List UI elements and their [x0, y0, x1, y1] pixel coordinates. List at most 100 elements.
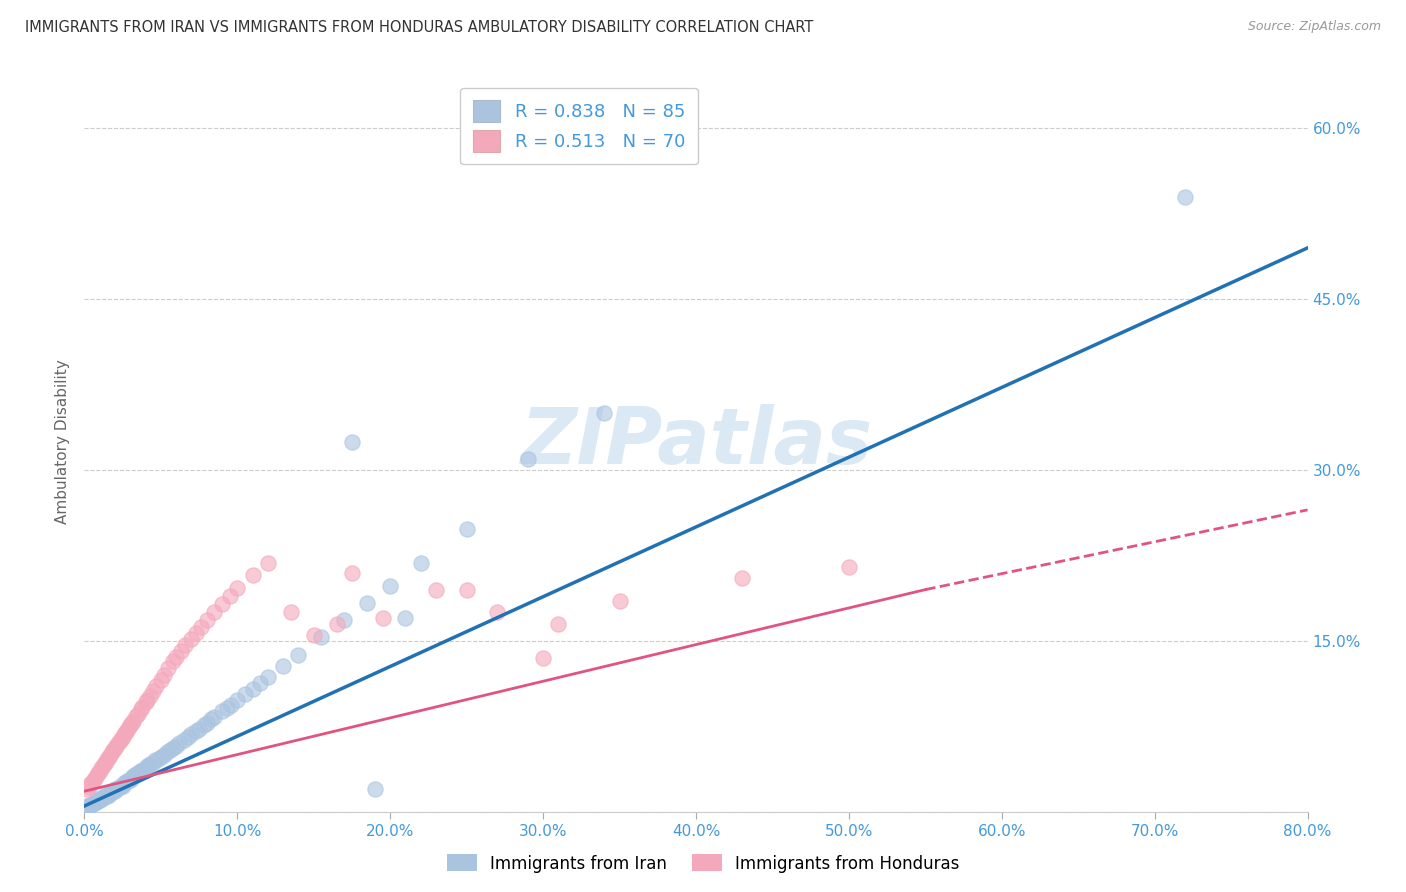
- Point: [547, 616, 569, 631]
- Point: [114, 775, 136, 789]
- Legend: Immigrants from Iran, Immigrants from Honduras: Immigrants from Iran, Immigrants from Ho…: [440, 847, 966, 880]
- Point: [131, 763, 153, 777]
- Point: [302, 628, 325, 642]
- Point: [138, 758, 160, 772]
- Point: [111, 730, 134, 744]
- Point: [531, 651, 554, 665]
- Point: [98, 747, 121, 762]
- Point: [184, 723, 207, 738]
- Point: [112, 727, 135, 741]
- Point: [153, 668, 176, 682]
- Point: [394, 611, 416, 625]
- Point: [218, 590, 240, 604]
- Point: [486, 606, 509, 620]
- Point: [211, 598, 233, 612]
- Point: [98, 787, 121, 801]
- Point: [184, 626, 207, 640]
- Point: [226, 693, 249, 707]
- Point: [121, 715, 143, 730]
- Point: [93, 789, 115, 804]
- Point: [77, 780, 100, 794]
- Y-axis label: Ambulatory Disability: Ambulatory Disability: [55, 359, 70, 524]
- Point: [121, 771, 143, 785]
- Point: [325, 616, 347, 631]
- Point: [114, 725, 136, 739]
- Point: [135, 695, 157, 709]
- Text: IMMIGRANTS FROM IRAN VS IMMIGRANTS FROM HONDURAS AMBULATORY DISABILITY CORRELATI: IMMIGRANTS FROM IRAN VS IMMIGRANTS FROM …: [25, 20, 814, 35]
- Point: [257, 670, 280, 684]
- Point: [94, 755, 117, 769]
- Point: [124, 768, 146, 782]
- Point: [122, 714, 145, 728]
- Text: ZIPatlas: ZIPatlas: [520, 403, 872, 480]
- Point: [202, 606, 225, 620]
- Point: [371, 611, 394, 625]
- Point: [104, 781, 127, 796]
- Point: [76, 781, 98, 796]
- Point: [86, 795, 108, 809]
- Point: [110, 779, 132, 793]
- Point: [84, 796, 107, 810]
- Point: [89, 793, 111, 807]
- Point: [173, 733, 195, 747]
- Point: [157, 661, 180, 675]
- Point: [135, 761, 157, 775]
- Point: [89, 764, 111, 778]
- Point: [89, 791, 111, 805]
- Point: [149, 750, 172, 764]
- Point: [340, 434, 363, 449]
- Point: [90, 761, 112, 775]
- Point: [202, 710, 225, 724]
- Point: [129, 764, 152, 778]
- Point: [165, 739, 187, 753]
- Point: [838, 559, 860, 574]
- Point: [593, 406, 616, 420]
- Point: [97, 788, 120, 802]
- Point: [76, 799, 98, 814]
- Point: [142, 684, 165, 698]
- Point: [211, 705, 233, 719]
- Point: [425, 582, 447, 597]
- Point: [86, 768, 108, 782]
- Point: [120, 772, 142, 787]
- Point: [105, 739, 128, 753]
- Point: [125, 709, 148, 723]
- Point: [101, 746, 124, 760]
- Point: [79, 777, 101, 791]
- Point: [195, 613, 218, 627]
- Point: [242, 681, 264, 696]
- Point: [165, 649, 187, 664]
- Point: [110, 731, 132, 746]
- Point: [96, 787, 118, 801]
- Point: [145, 680, 167, 694]
- Point: [125, 767, 148, 781]
- Point: [77, 799, 100, 814]
- Point: [80, 797, 103, 811]
- Point: [162, 654, 184, 668]
- Legend: R = 0.838   N = 85, R = 0.513   N = 70: R = 0.838 N = 85, R = 0.513 N = 70: [460, 87, 697, 164]
- Point: [153, 747, 176, 762]
- Point: [193, 718, 215, 732]
- Point: [120, 718, 142, 732]
- Point: [219, 698, 242, 712]
- Point: [233, 687, 256, 701]
- Point: [242, 567, 264, 582]
- Point: [162, 740, 184, 755]
- Point: [94, 789, 117, 803]
- Point: [108, 780, 131, 794]
- Point: [101, 785, 124, 799]
- Point: [249, 676, 271, 690]
- Point: [409, 557, 432, 571]
- Point: [174, 639, 197, 653]
- Point: [180, 632, 202, 646]
- Point: [127, 767, 149, 781]
- Point: [108, 734, 131, 748]
- Point: [167, 736, 190, 750]
- Point: [143, 754, 166, 768]
- Point: [190, 620, 212, 634]
- Point: [87, 766, 110, 780]
- Point: [340, 566, 363, 580]
- Point: [112, 776, 135, 790]
- Point: [96, 789, 118, 803]
- Point: [257, 557, 280, 571]
